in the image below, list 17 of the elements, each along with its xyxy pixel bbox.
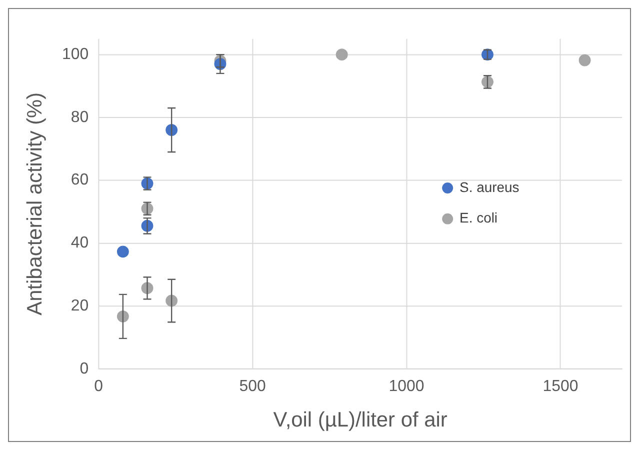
- x-tick-label: 500: [239, 378, 266, 395]
- y-tick-label: 60: [70, 172, 89, 189]
- legend-label: S. aureus: [460, 178, 520, 195]
- x-tick-label: 1500: [542, 378, 578, 395]
- x-tick-label: 1000: [388, 378, 424, 395]
- legend-label: E. coli: [460, 210, 498, 226]
- y-axis-title: Antibacterial activity (%): [23, 92, 46, 316]
- x-tick-label: 0: [94, 378, 104, 395]
- y-tick-label: 80: [70, 108, 89, 126]
- x-axis-title: V,oil (µL)/liter of air: [273, 408, 448, 432]
- point: [336, 48, 348, 61]
- point: [116, 246, 129, 258]
- y-tick-label: 20: [70, 297, 89, 314]
- point: [578, 54, 591, 66]
- y-tick-label: 100: [62, 46, 89, 63]
- y-tick-label: 0: [80, 360, 89, 378]
- y-tick-label: 40: [70, 234, 89, 252]
